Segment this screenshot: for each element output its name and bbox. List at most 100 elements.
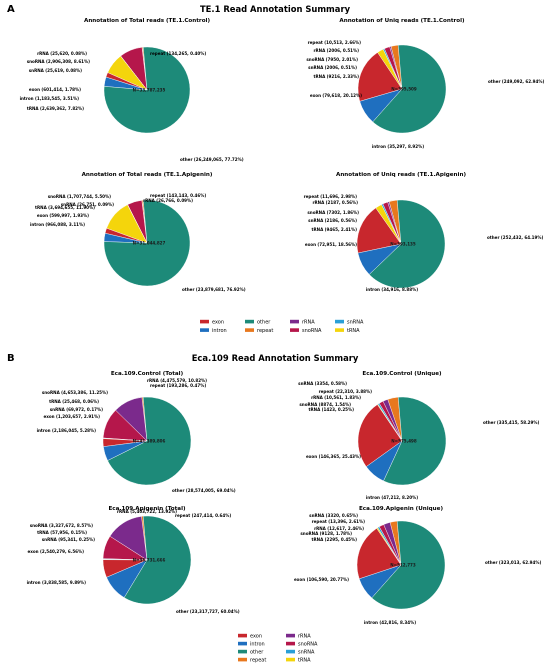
legend-label-trna: tRNA (298, 658, 311, 664)
slice-label-snrna: snRNA (3320, 0.65%) (309, 513, 358, 518)
slice-label-rrna: rRNA (25,620, 0.08%) (37, 51, 87, 56)
pie-total-label: N=395,509 (391, 87, 417, 92)
pie-slice-exon (357, 52, 403, 102)
pie-chart: Eca.109.Apigenin (Total) exon (2,540,279,… (27, 506, 240, 614)
slice-label-repeat: repeat (134,265, 0.40%) (150, 51, 206, 56)
slice-label-exon: exon (1,203,657, 2.91%) (43, 414, 100, 419)
legend-label-repeat: repeat (250, 658, 266, 664)
slice-label-trna: tRNA (1423, 0.25%) (309, 407, 355, 412)
legend-label-intron: intron (250, 642, 265, 648)
legend-label-trna: tRNA (347, 328, 360, 334)
legend-swatch-repeat (238, 657, 247, 662)
slice-label-other: other (249,092, 62.94%) (488, 79, 544, 84)
slice-label-snorna: snoRNA (7302, 1.86%) (307, 210, 359, 215)
pie-slice-other (371, 520, 446, 610)
slice-label-intron: intron (1,183,545, 3.51%) (20, 96, 80, 101)
chart-title: Eca.109.Apigenin (Unique) (359, 506, 443, 512)
pie-slice-other (103, 46, 191, 134)
pie-slice-other (123, 515, 192, 605)
legend-label-snrna: snRNA (347, 320, 364, 326)
pie-total-label: N=38,731,666 (133, 558, 166, 563)
slice-label-snorna: snoRNA (1,707,744, 5.50%) (48, 194, 111, 199)
legend-swatch-trna (286, 657, 295, 662)
pie-chart: Annotation of Total reads (TE.1.Control)… (20, 18, 244, 162)
slice-label-rrna: rRNA (2187, 0.56%) (312, 200, 358, 205)
legend-swatch-other (238, 649, 247, 654)
slice-label-other: other (335,415, 58.29%) (483, 420, 539, 425)
chart-title: Annotation of Total reads (TE.1.Control) (84, 18, 210, 24)
legend-label-snrna: snRNA (298, 650, 315, 656)
legend-label-snorna: snoRNA (298, 642, 318, 648)
pie-charts: Annotation of Total reads (TE.1.Control)… (20, 18, 545, 625)
pie-total-label: N=41,389,806 (133, 439, 166, 444)
legend: exon intron other repeat rRNA snoRNA snRNA tRNA (238, 634, 318, 664)
slice-label-exon: exon (146,365, 25.43%) (306, 454, 361, 459)
pie-slice-exon (357, 404, 403, 467)
pie-slice-other (372, 44, 447, 134)
legend-swatch-exon (238, 633, 247, 638)
slice-label-intron: intron (35,297, 8.92%) (372, 144, 424, 149)
pie-chart: Eca.109.Control (Unique) exon (146,365, 2… (298, 371, 539, 500)
pie-chart: Eca.109.Apigenin (Unique) exon (106,590, … (294, 506, 541, 625)
slice-label-repeat: repeat (22,310, 3.88%) (319, 389, 372, 394)
slice-label-rrna: rRNA (5,403,722, 13.92%) (117, 509, 177, 514)
pie-total-label: N=31,044,827 (133, 241, 166, 246)
pie-slice-exon (356, 207, 402, 254)
legend-label-other: other (250, 650, 264, 656)
chart-title: Annotation of Uniq reads (TE.1.Apigenin) (336, 172, 466, 178)
legend-swatch-intron (200, 328, 209, 332)
slice-label-snorna: snoRNA (2,906,308, 8.61%) (27, 59, 90, 64)
slice-label-rrna: rRNA (2006, 0.51%) (313, 48, 359, 53)
chart-title: Eca.109.Apigenin (Total) (108, 506, 186, 512)
slice-label-exon: exon (601,414, 1.78%) (29, 87, 81, 92)
slice-label-other: other (28,574,005, 69.04%) (172, 488, 236, 493)
slice-label-exon: exon (106,590, 20.77%) (294, 577, 349, 582)
slice-label-repeat: repeat (143,143, 0.46%) (150, 193, 206, 198)
legend-label-exon: exon (212, 320, 224, 326)
legend-swatch-trna (335, 328, 344, 332)
legend-swatch-snrna (335, 319, 344, 324)
slice-label-rrna: rRNA (4,475,579, 10.82%) (147, 378, 207, 383)
pie-total-label: N=575,498 (391, 439, 417, 444)
slice-label-snrna: snRNA (25,619, 0.08%) (29, 68, 82, 73)
legend-label-exon: exon (250, 634, 262, 640)
slice-label-other: other (323,013, 62.94%) (485, 560, 541, 565)
legend-swatch-rrna (286, 633, 295, 638)
slice-label-repeat: repeat (10,513, 2.66%) (308, 40, 361, 45)
legend-swatch-exon (200, 319, 209, 324)
chart-title: Annotation of Total reads (TE.1.Apigenin… (82, 172, 213, 178)
slice-label-intron: intron (42,816, 8.34%) (364, 620, 416, 625)
slice-label-exon: exon (79,618, 20.12%) (310, 93, 362, 98)
chart-title: Annotation of Uniq reads (TE.1.Control) (339, 18, 465, 24)
slice-label-snrna: snRNA (2006, 0.51%) (308, 65, 357, 70)
slice-label-intron: intron (966,088, 3.11%) (30, 222, 85, 227)
slice-label-rrna: rRNA (12,617, 2.46%) (314, 526, 364, 531)
slice-label-trna: tRNA (2295, 0.45%) (312, 537, 358, 542)
legend-label-other: other (257, 320, 271, 326)
slice-label-intron: intron (34,916, 8.88%) (366, 287, 418, 292)
pie-total-label: N=33,787,235 (133, 88, 166, 93)
legend-swatch-intron (238, 641, 247, 646)
pie-chart: Annotation of Uniq reads (TE.1.Apigenin)… (304, 172, 544, 292)
legend-swatch-snorna (290, 328, 299, 332)
pie-slice-other (383, 396, 447, 486)
slice-label-exon: exon (72,951, 18.56%) (305, 242, 357, 247)
slice-label-trna: tRNA (2,639,362, 7.82%) (27, 106, 84, 111)
legend-label-intron: intron (212, 328, 227, 334)
legend-label-repeat: repeat (257, 328, 273, 334)
slice-label-snrna: snRNA (69,972, 0.17%) (50, 407, 103, 412)
slice-label-intron: intron (2,186,045, 5.28%) (37, 428, 97, 433)
pie-slice-other (107, 396, 192, 486)
slice-label-other: other (23,317,727, 60.04%) (176, 609, 240, 614)
chart-title: Eca.109.Control (Total) (111, 371, 184, 377)
slice-label-snorna: snoRNA (3,327,672, 8.57%) (30, 523, 93, 528)
slice-label-repeat: repeat (193,286, 0.47%) (150, 383, 206, 388)
pie-slice-other (368, 199, 446, 289)
pie-slice-other (103, 199, 191, 287)
slice-label-exon: exon (2,540,279, 6.56%) (27, 549, 84, 554)
legend-swatch-snrna (286, 649, 295, 654)
legend-label-snorna: snoRNA (302, 328, 322, 334)
legend-label-rrna: rRNA (302, 320, 315, 326)
legend-swatch-other (245, 319, 254, 324)
